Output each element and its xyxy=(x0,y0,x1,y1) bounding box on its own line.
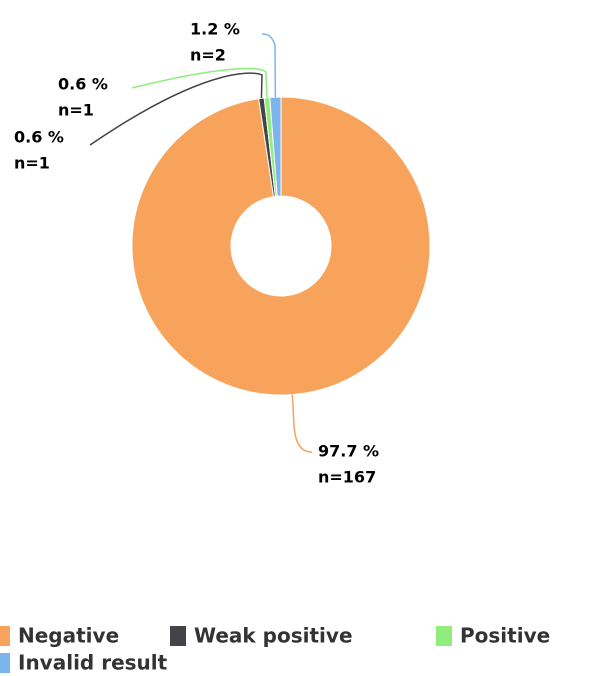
legend-swatch xyxy=(170,626,186,646)
legend-swatch xyxy=(0,626,10,646)
legend-swatch xyxy=(436,626,452,646)
value-label: 0.6 % xyxy=(58,75,108,94)
count-label: n=2 xyxy=(190,46,226,65)
value-label: 1.2 % xyxy=(190,20,240,39)
legend-swatch xyxy=(0,653,10,673)
slice xyxy=(269,96,282,197)
leader-line xyxy=(261,33,277,98)
slice xyxy=(131,96,431,396)
leader-line xyxy=(89,72,263,146)
legend-label: Weak positive xyxy=(194,624,353,648)
value-label: 0.6 % xyxy=(14,128,64,147)
value-label: 97.7 % xyxy=(318,442,379,461)
legend-label: Positive xyxy=(460,624,550,648)
leader-line xyxy=(291,394,313,453)
count-label: n=1 xyxy=(58,101,94,120)
legend-label: Invalid result xyxy=(18,651,168,675)
count-label: n=167 xyxy=(318,468,376,487)
leader-line xyxy=(131,67,268,98)
legend-label: Negative xyxy=(18,624,119,648)
count-label: n=1 xyxy=(14,154,50,173)
